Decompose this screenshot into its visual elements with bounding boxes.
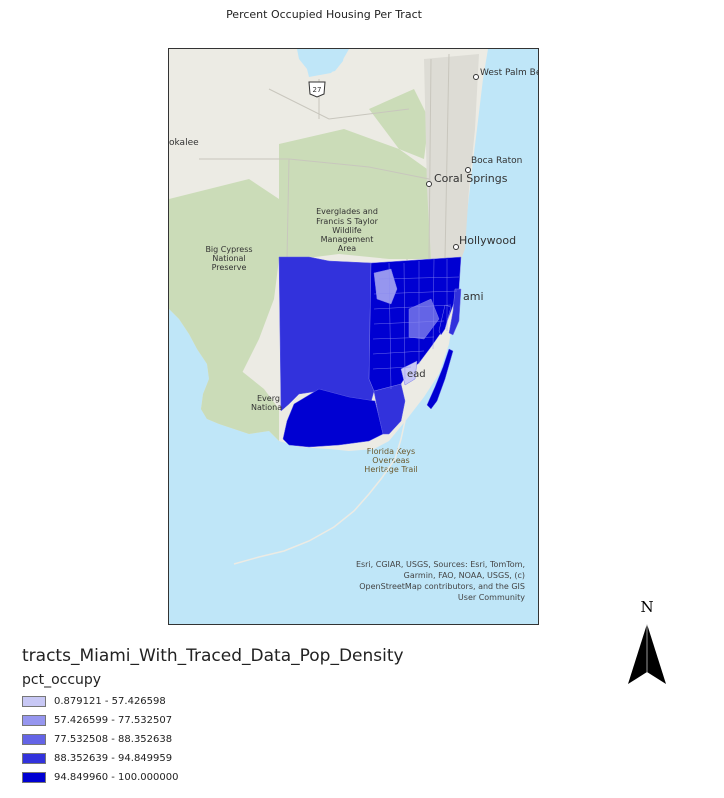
big-cypress-park [169, 179, 279, 419]
label-everglades-np: Everg Nationa [251, 394, 282, 412]
legend-swatch [22, 752, 46, 764]
label-keys-trail: Florida Keys Overseas Heritage Trail [364, 447, 417, 474]
legend-label: 77.532508 - 88.352638 [54, 733, 173, 745]
svg-text:Nationa: Nationa [251, 403, 282, 412]
coral-springs-dot [426, 181, 432, 187]
west-palm-beach-dot [473, 74, 479, 80]
legend-item: 94.849960 - 100.000000 [22, 770, 178, 784]
lake-okeechobee [297, 49, 345, 75]
label-everglades-wma: Everglades and Francis S Taylor Wildlife… [316, 207, 379, 253]
svg-text:Everg: Everg [257, 394, 280, 403]
legend-label: 94.849960 - 100.000000 [54, 771, 179, 783]
svg-text:Management: Management [321, 235, 374, 244]
legend-swatch [22, 714, 46, 726]
map-title: Percent Occupied Housing Per Tract [226, 8, 422, 21]
svg-text:Everglades and: Everglades and [316, 207, 378, 216]
label-okalee: okalee [169, 138, 199, 148]
legend-field-name: pct_occupy [22, 672, 102, 688]
tract-mid[interactable] [408, 298, 440, 340]
legend-item: 0.879121 - 57.426598 [22, 694, 166, 708]
svg-text:User Community: User Community [458, 593, 525, 602]
north-arrow: N [622, 598, 672, 690]
tract-elliott-key[interactable] [426, 348, 454, 410]
legend-label: 88.352639 - 94.849959 [54, 752, 173, 764]
label-hollywood: Hollywood [459, 234, 516, 247]
tract-south[interactable] [282, 388, 384, 448]
tract-beach[interactable] [448, 288, 462, 336]
svg-text:National: National [212, 254, 245, 263]
svg-text:Francis S Taylor: Francis S Taylor [316, 217, 379, 226]
tract-boundaries [372, 258, 460, 390]
label-miami: ami [463, 290, 484, 303]
svg-text:Garmin, FAO, NOAA, USGS, (c): Garmin, FAO, NOAA, USGS, (c) [404, 571, 525, 580]
legend-item: 57.426599 - 77.532507 [22, 713, 172, 727]
miami-dade-tracts[interactable] [278, 256, 462, 448]
tract-pale[interactable] [373, 268, 398, 305]
map-frame[interactable]: 27 West Palm Be okalee Boca Raton Coral … [168, 48, 539, 625]
svg-text:Florida Keys: Florida Keys [367, 447, 415, 456]
everglades-np-park [201, 369, 279, 441]
legend-swatch [22, 695, 46, 707]
north-arrow-icon [628, 624, 666, 684]
hollywood-dot [453, 244, 459, 250]
label-boca-raton: Boca Raton [471, 156, 522, 166]
svg-text:Big Cypress: Big Cypress [205, 245, 252, 254]
legend-swatch [22, 733, 46, 745]
legend-label: 57.426599 - 77.532507 [54, 714, 173, 726]
legend-item: 77.532508 - 88.352638 [22, 732, 172, 746]
svg-text:OpenStreetMap contributors, an: OpenStreetMap contributors, and the GIS [359, 582, 525, 591]
svg-text:Preserve: Preserve [212, 263, 247, 272]
north-park [369, 89, 429, 159]
label-homestead: ead [407, 369, 426, 380]
legend-item: 88.352639 - 94.849959 [22, 751, 172, 765]
svg-text:Wildlife: Wildlife [332, 226, 362, 235]
label-west-palm-beach: West Palm Be [480, 68, 538, 78]
legend-layer-name: tracts_Miami_With_Traced_Data_Pop_Densit… [22, 646, 404, 666]
north-letter: N [640, 598, 654, 616]
florida-keys [233, 420, 406, 565]
highway-27-shield: 27 [308, 81, 326, 98]
tract-west[interactable] [278, 256, 375, 412]
svg-text:Esri, CGIAR, USGS, Sources: Es: Esri, CGIAR, USGS, Sources: Esri, TomTom… [356, 560, 525, 569]
legend-swatch [22, 771, 46, 783]
urban-corridor [424, 54, 479, 259]
svg-text:Overseas: Overseas [372, 456, 409, 465]
tract-southeast[interactable] [373, 383, 406, 435]
svg-text:Area: Area [338, 244, 357, 253]
basemap[interactable]: 27 West Palm Be okalee Boca Raton Coral … [169, 49, 538, 624]
label-big-cypress: Big Cypress National Preserve [205, 245, 252, 272]
svg-text:27: 27 [313, 86, 322, 94]
attribution: Esri, CGIAR, USGS, Sources: Esri, TomTom… [356, 560, 525, 602]
tract-key-biscayne[interactable] [438, 304, 452, 336]
legend-label: 0.879121 - 57.426598 [54, 695, 166, 707]
svg-text:Heritage Trail: Heritage Trail [364, 465, 417, 474]
label-coral-springs: Coral Springs [434, 172, 508, 185]
boca-raton-dot [465, 167, 471, 173]
